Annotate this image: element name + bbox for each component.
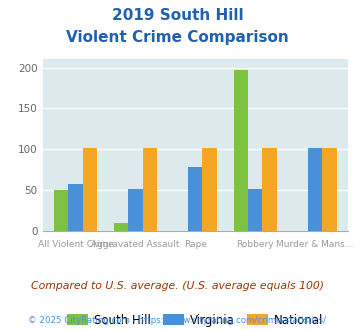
Text: Rape: Rape xyxy=(184,241,207,249)
Text: All Violent Crime: All Violent Crime xyxy=(38,241,113,249)
Text: Robbery: Robbery xyxy=(236,241,274,249)
Bar xyxy=(69,184,83,231)
Bar xyxy=(188,167,202,231)
Bar xyxy=(128,188,143,231)
Text: Aggravated Assault: Aggravated Assault xyxy=(91,241,180,249)
Text: 2019 South Hill: 2019 South Hill xyxy=(112,8,243,23)
Bar xyxy=(143,148,157,231)
Bar xyxy=(83,148,97,231)
Bar xyxy=(322,148,337,231)
Bar xyxy=(54,190,69,231)
Bar xyxy=(248,188,262,231)
Bar xyxy=(234,70,248,231)
Bar xyxy=(308,148,322,231)
Bar xyxy=(202,148,217,231)
Text: Compared to U.S. average. (U.S. average equals 100): Compared to U.S. average. (U.S. average … xyxy=(31,281,324,291)
Text: Violent Crime Comparison: Violent Crime Comparison xyxy=(66,30,289,45)
Bar xyxy=(262,148,277,231)
Bar xyxy=(114,223,128,231)
Text: © 2025 CityRating.com - https://www.cityrating.com/crime-statistics/: © 2025 CityRating.com - https://www.city… xyxy=(28,316,327,325)
Text: Murder & Mans...: Murder & Mans... xyxy=(276,241,354,249)
Legend: South Hill, Virginia, National: South Hill, Virginia, National xyxy=(62,309,328,330)
